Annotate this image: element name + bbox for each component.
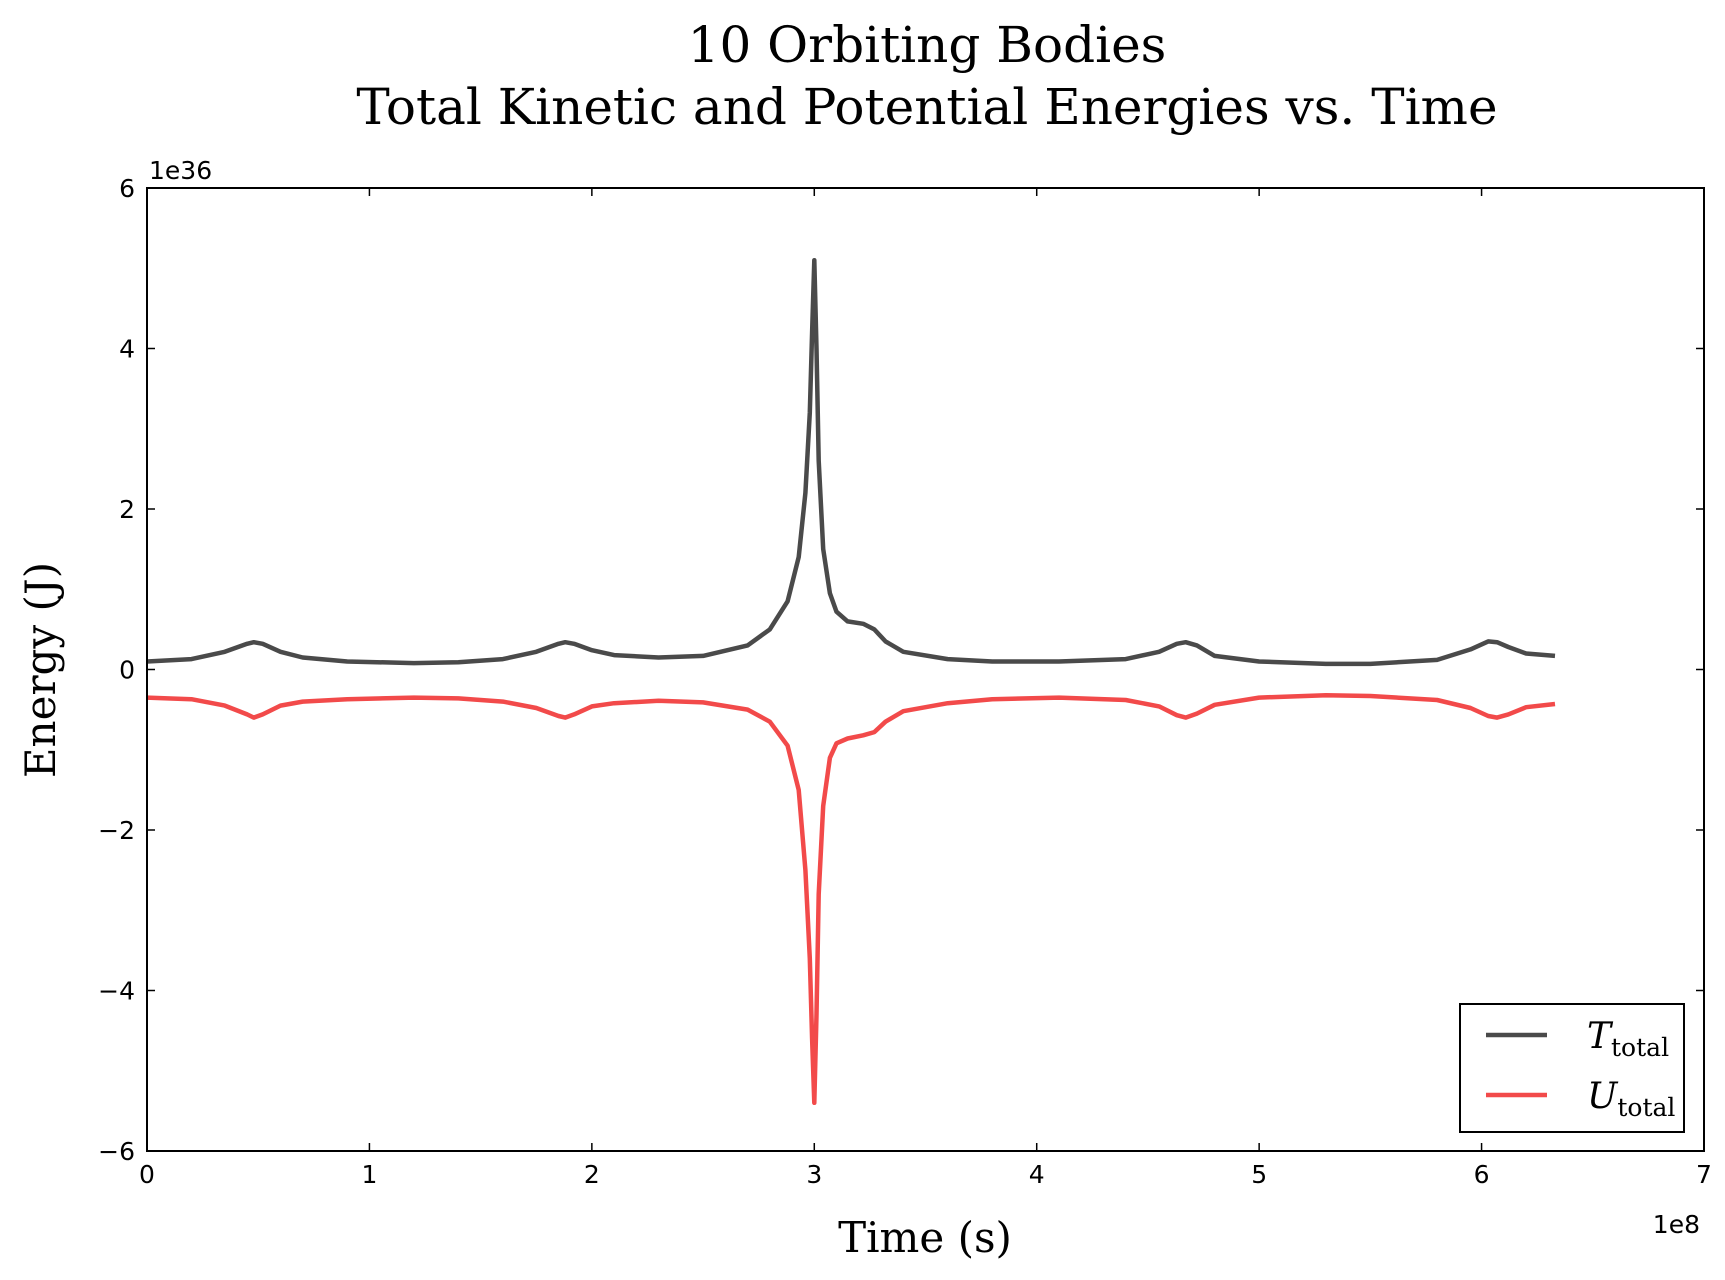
legend-label-u-total: Utotal (1587, 1076, 1675, 1122)
y-tick-label-0: 6 (119, 174, 135, 203)
y-tick-label-2: 2 (119, 495, 135, 524)
y-tick-label-6: −6 (98, 1137, 135, 1166)
series-line-t-total (147, 257, 1556, 667)
chart-title-line-1: 10 Orbiting Bodies (688, 16, 1167, 74)
x-tick-label-0: 0 (139, 1160, 155, 1189)
x-tick-label-5: 5 (1251, 1160, 1267, 1189)
y-multiplier-label: 1e36 (149, 156, 212, 185)
x-tick-label-6: 6 (1474, 1160, 1490, 1189)
x-tick-label-4: 4 (1029, 1160, 1045, 1189)
y-tick-label-3: 0 (119, 656, 135, 685)
y-tick-label-1: 4 (119, 335, 135, 364)
series-line-u-total (147, 692, 1556, 1106)
x-tick-label-1: 1 (361, 1160, 377, 1189)
x-tick-label-7: 7 (1696, 1160, 1712, 1189)
y-axis-label: Energy (J) (16, 562, 65, 778)
x-multiplier-label: 1e8 (1653, 1210, 1700, 1239)
y-tick-label-4: −2 (98, 816, 135, 845)
x-axis-label: Time (s) (838, 1213, 1012, 1262)
legend-label-t-total: Ttotal (1587, 1016, 1669, 1062)
x-tick-label-3: 3 (806, 1160, 822, 1189)
plot-area (147, 257, 1556, 1106)
x-tick-label-2: 2 (584, 1160, 600, 1189)
y-tick-label-5: −4 (98, 977, 135, 1006)
legend-box (1459, 1003, 1685, 1133)
chart-title-line-2: Total Kinetic and Potential Energies vs.… (356, 78, 1497, 136)
legend: Ttotal Utotal (1459, 1003, 1685, 1133)
